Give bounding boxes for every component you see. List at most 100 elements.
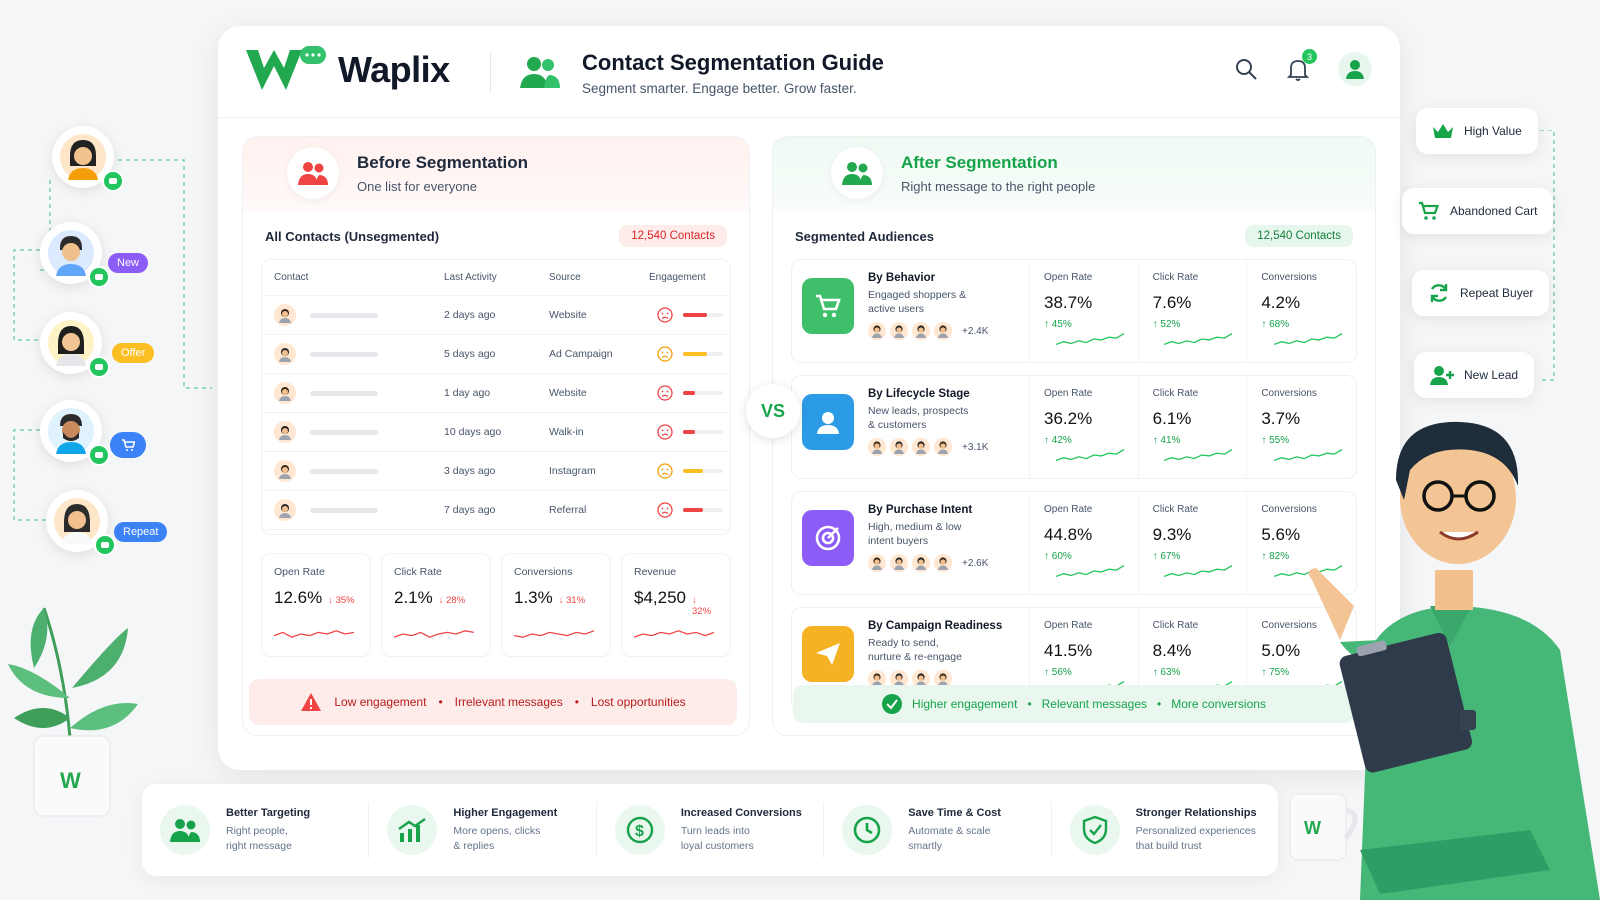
contact-avatar-3 — [40, 312, 110, 378]
warning-1: Low engagement — [334, 695, 427, 709]
last-activity: 1 day ago — [444, 387, 491, 399]
search-icon[interactable] — [1234, 57, 1258, 81]
metric-value: $4,250 — [634, 588, 686, 607]
segment-metric: Open Rate 38.7% ↑ 45% — [1030, 260, 1139, 362]
tag-new-lead[interactable]: New Lead — [1414, 352, 1535, 398]
col-engagement: Engagement — [649, 272, 706, 283]
table-row[interactable]: 3 days ago Instagram — [262, 452, 730, 491]
benefit-line: smartly — [908, 839, 943, 852]
metric-value: 7.6% — [1152, 293, 1192, 312]
sparkline — [1273, 333, 1342, 346]
segment-card[interactable]: By Behavior Engaged shoppers & active user… — [791, 259, 1357, 363]
metric-delta: ↑ 63% — [1152, 667, 1181, 678]
header: Waplix Contact Segmentation Guide Segmen… — [218, 26, 1400, 118]
benefit-line: Personalized experiences — [1135, 824, 1256, 837]
table-row[interactable]: 10 days ago Walk-in — [262, 413, 730, 452]
metric-label: Open Rate — [1044, 388, 1093, 399]
segment-title: By Lifecycle Stage — [868, 388, 970, 400]
segment-card[interactable]: By Purchase Intent High, medium & low inte… — [791, 491, 1357, 595]
sparkline — [1164, 565, 1233, 578]
sad-face-icon — [657, 346, 673, 362]
table-header: Contact Last Activity Source Engagement — [262, 260, 730, 296]
tag-new: New — [108, 253, 149, 273]
avatar — [934, 554, 952, 572]
tag-high-value[interactable]: High Value — [1416, 108, 1538, 154]
chat-icon — [102, 170, 124, 192]
sparkline — [1164, 449, 1233, 462]
avatar — [912, 322, 930, 340]
clock-icon — [842, 805, 893, 855]
tag-abandoned-cart[interactable]: Abandoned Cart — [1402, 188, 1554, 234]
vs-badge: VS — [746, 384, 800, 438]
last-activity: 2 days ago — [444, 309, 496, 321]
col-contact: Contact — [274, 272, 309, 283]
engagement-bar — [683, 430, 723, 434]
metric-delta: ↑ 68% — [1261, 319, 1290, 330]
send-icon — [802, 626, 854, 682]
svg-text:W: W — [60, 768, 81, 793]
user-avatar-button[interactable] — [1338, 52, 1372, 86]
page-subtitle: Segment smarter. Engage better. Grow fas… — [582, 81, 857, 96]
notifications-button[interactable]: 3 — [1286, 49, 1317, 81]
table-row[interactable]: 1 day ago Website — [262, 374, 730, 413]
shield-check-icon — [1069, 805, 1120, 855]
before-panel: Before Segmentation One list for everyon… — [242, 136, 750, 736]
sparkline — [274, 630, 354, 638]
benefit-item: Stronger Relationships Personalized exper… — [1052, 802, 1278, 858]
svg-text:W: W — [1304, 818, 1321, 838]
metric-delta: ↑ 67% — [1152, 551, 1181, 562]
people-icon — [160, 805, 210, 855]
metric-label: Conversions — [1261, 620, 1317, 631]
metric-value: 8.4% — [1152, 641, 1192, 660]
avatar — [912, 554, 930, 572]
last-activity: 5 days ago — [444, 348, 496, 360]
metric-value: 5.0% — [1261, 641, 1301, 660]
logo-icon — [246, 46, 326, 90]
chart-up-icon — [387, 805, 438, 855]
benefit-line: loyal customers — [680, 839, 754, 852]
benefit-line: right message — [226, 839, 292, 852]
metric-delta: ↑ 55% — [1261, 435, 1290, 446]
sparkline — [394, 630, 474, 638]
benefits-bar: Better Targeting Right people, right messa… — [142, 784, 1278, 876]
metric-delta: ↑ 42% — [1044, 435, 1072, 446]
metric-delta: ↑ 75% — [1261, 667, 1290, 678]
benefit-line: Automate & scale — [908, 824, 991, 837]
tag-repeat-buyer[interactable]: Repeat Buyer — [1412, 270, 1550, 316]
source: Walk-in — [549, 426, 584, 438]
source: Website — [549, 309, 587, 321]
table-row[interactable]: 7 days ago Referral — [262, 491, 730, 530]
people-icon — [287, 147, 339, 199]
metric-value: 12.6% — [274, 588, 323, 607]
chat-icon — [88, 266, 110, 288]
chat-icon — [88, 356, 110, 378]
segment-title: By Purchase Intent — [868, 504, 973, 516]
table-row[interactable]: 2 days ago Website — [262, 296, 730, 335]
name-placeholder — [310, 429, 378, 435]
check-circle-icon — [882, 694, 903, 714]
segment-title: By Behavior — [868, 272, 936, 284]
table-row[interactable]: 5 days ago Ad Campaign — [262, 335, 730, 374]
name-placeholder — [310, 312, 378, 318]
user-icon — [802, 394, 854, 450]
metric-label: Click Rate — [394, 566, 442, 578]
segment-title: By Campaign Readiness — [868, 620, 1003, 632]
before-subtitle: One list for everyone — [357, 178, 477, 194]
benefit-title: Higher Engagement — [453, 806, 558, 819]
metric-label: Click Rate — [1152, 272, 1199, 283]
waplix-logo[interactable]: Waplix — [244, 46, 450, 94]
warning-banner: Low engagement • Irrelevant messages • Los… — [249, 679, 737, 725]
warning-3: Lost opportunities — [590, 695, 686, 709]
segment-card[interactable]: By Lifecycle Stage New leads, prospects & … — [791, 375, 1357, 479]
segment-desc: active users — [868, 303, 925, 315]
sad-face-icon — [657, 502, 673, 518]
engagement-bar — [683, 313, 723, 317]
metric-delta: ↓ 32% — [692, 595, 712, 617]
segment-metric: Click Rate 9.3% ↑ 67% — [1139, 492, 1248, 594]
metric-value: 6.1% — [1152, 409, 1192, 428]
contact-avatar — [274, 421, 296, 443]
segment-desc: New leads, prospects — [868, 405, 969, 417]
sparkline — [514, 630, 594, 638]
target-icon — [802, 510, 854, 566]
sparkline — [1055, 565, 1124, 578]
